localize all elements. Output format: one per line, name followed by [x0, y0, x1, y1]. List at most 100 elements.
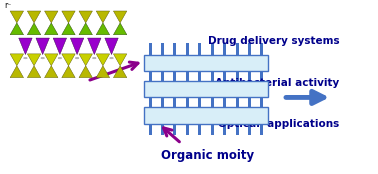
Bar	[198, 96, 201, 107]
Polygon shape	[27, 23, 41, 35]
Polygon shape	[53, 38, 67, 54]
Bar	[186, 69, 189, 81]
Text: Optical  applications: Optical applications	[218, 119, 340, 129]
Text: r⁻: r⁻	[5, 1, 12, 10]
Polygon shape	[10, 23, 23, 35]
Circle shape	[58, 57, 62, 59]
Bar	[174, 71, 177, 83]
Bar	[235, 124, 239, 135]
Bar	[211, 71, 214, 83]
Polygon shape	[10, 66, 23, 78]
Polygon shape	[79, 66, 92, 78]
Bar	[198, 124, 201, 135]
Polygon shape	[105, 38, 118, 54]
Polygon shape	[96, 23, 110, 35]
Polygon shape	[113, 11, 127, 23]
Bar	[211, 43, 214, 54]
Bar	[260, 43, 263, 54]
Bar	[248, 43, 251, 54]
Bar	[161, 71, 164, 83]
Circle shape	[41, 57, 44, 59]
Bar	[161, 97, 164, 109]
Bar	[149, 69, 152, 81]
Bar	[198, 71, 201, 83]
Bar	[223, 69, 226, 81]
Bar	[186, 97, 189, 109]
Polygon shape	[45, 66, 58, 78]
Bar	[174, 96, 177, 107]
Bar	[223, 97, 226, 109]
Polygon shape	[62, 54, 75, 66]
Polygon shape	[45, 11, 58, 23]
Bar	[186, 71, 189, 83]
Bar	[198, 69, 201, 81]
Bar	[235, 97, 239, 109]
Bar	[174, 43, 177, 54]
Bar	[144, 107, 268, 124]
Polygon shape	[45, 54, 58, 66]
Polygon shape	[79, 23, 92, 35]
Bar	[235, 43, 239, 54]
Bar	[260, 124, 263, 135]
Polygon shape	[10, 54, 23, 66]
Circle shape	[93, 57, 96, 59]
Bar	[260, 69, 263, 81]
Bar	[211, 97, 214, 109]
Bar	[223, 96, 226, 107]
Bar	[161, 69, 164, 81]
Bar	[198, 97, 201, 109]
Bar	[144, 54, 268, 71]
Polygon shape	[113, 23, 127, 35]
Polygon shape	[27, 66, 41, 78]
Polygon shape	[96, 54, 110, 66]
Polygon shape	[62, 23, 75, 35]
Polygon shape	[88, 38, 101, 54]
Bar	[260, 97, 263, 109]
Bar	[248, 71, 251, 83]
Polygon shape	[113, 54, 127, 66]
Bar	[211, 96, 214, 107]
Bar	[144, 81, 268, 97]
Polygon shape	[79, 54, 92, 66]
Polygon shape	[10, 11, 23, 23]
Bar	[260, 96, 263, 107]
Text: Antibacterial activity: Antibacterial activity	[215, 78, 340, 88]
Bar	[235, 69, 239, 81]
Bar	[198, 43, 201, 54]
Polygon shape	[62, 11, 75, 23]
Bar	[149, 96, 152, 107]
Circle shape	[24, 57, 27, 59]
Bar	[186, 43, 189, 54]
Bar	[211, 69, 214, 81]
Bar	[149, 124, 152, 135]
Bar	[223, 71, 226, 83]
Polygon shape	[113, 66, 127, 78]
Polygon shape	[96, 66, 110, 78]
Bar	[161, 96, 164, 107]
Bar	[161, 124, 164, 135]
Bar	[223, 124, 226, 135]
Bar	[149, 71, 152, 83]
Bar	[174, 69, 177, 81]
Bar	[235, 96, 239, 107]
Text: Drug delivery systems: Drug delivery systems	[208, 36, 340, 46]
Bar	[161, 43, 164, 54]
Bar	[186, 124, 189, 135]
Polygon shape	[27, 54, 41, 66]
Polygon shape	[45, 23, 58, 35]
Bar	[260, 71, 263, 83]
Bar	[211, 124, 214, 135]
Circle shape	[110, 57, 113, 59]
Circle shape	[75, 57, 79, 59]
Bar	[223, 43, 226, 54]
Bar	[248, 96, 251, 107]
Bar	[149, 97, 152, 109]
Text: Organic moity: Organic moity	[161, 149, 254, 162]
Bar	[248, 97, 251, 109]
Bar	[186, 96, 189, 107]
Bar	[174, 97, 177, 109]
Bar	[248, 69, 251, 81]
Polygon shape	[62, 66, 75, 78]
Bar	[235, 71, 239, 83]
Bar	[174, 124, 177, 135]
